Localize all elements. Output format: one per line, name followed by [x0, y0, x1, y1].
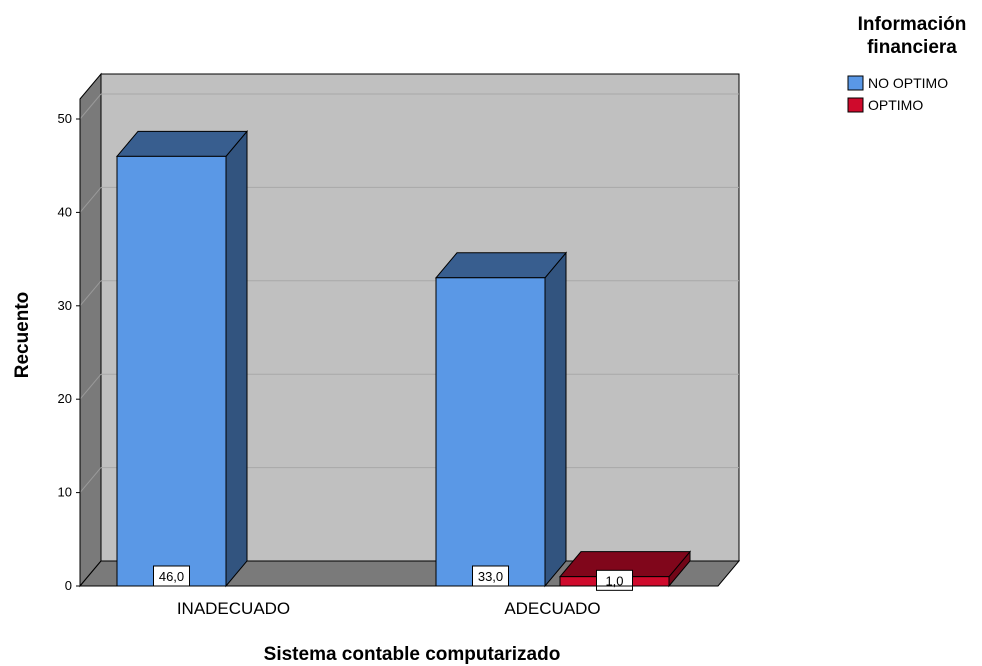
y-tick-label: 20 [58, 391, 72, 406]
y-tick-label: 30 [58, 298, 72, 313]
x-tick-label: ADECUADO [504, 599, 600, 618]
y-tick-label: 40 [58, 204, 72, 219]
legend-title-line: Información [858, 14, 967, 35]
data-label-box [596, 569, 633, 591]
grid-line-side [79, 187, 102, 213]
legend-item: NO OPTIMO [847, 75, 948, 91]
bar-side [544, 251, 567, 588]
data-label: 46,0 [153, 565, 190, 587]
y-axis-title: Recuento [12, 292, 33, 379]
grid-line-side [79, 467, 102, 493]
legend-item: OPTIMO [847, 97, 923, 113]
legend-swatch [847, 75, 864, 91]
y-axis: 0 10 20 30 40 50 [58, 99, 81, 593]
legend-label: OPTIMO [868, 97, 923, 113]
bar-top [115, 130, 249, 157]
bars: 46,0 33,0 1,0 [115, 129, 692, 591]
data-label: 1,0 [596, 569, 633, 591]
legend-label: NO OPTIMO [868, 75, 948, 91]
data-label-text: 46,0 [159, 569, 184, 584]
bar-top [434, 252, 568, 279]
bar: 33,0 [434, 251, 568, 588]
grid-line-side [79, 373, 102, 400]
y-tick-label: 50 [58, 111, 72, 126]
bar-front [435, 277, 546, 587]
legend-title: Información financiera [858, 14, 967, 58]
legend-swatch [847, 97, 864, 113]
data-label-text: 1,0 [605, 573, 623, 588]
legend: Información financiera NO OPTIMO OPTIMO [847, 14, 967, 113]
y-tick-label: 0 [65, 578, 72, 593]
bar-side [225, 129, 248, 588]
side-wall [79, 72, 102, 588]
x-axis: INADECUADO ADECUADO [80, 585, 718, 618]
data-label: 33,0 [472, 565, 509, 587]
bar: 46,0 [115, 129, 249, 588]
bar-front [116, 155, 227, 587]
y-tick-label: 10 [58, 485, 72, 500]
x-axis-title: Sistema contable computarizado [264, 644, 561, 665]
legend-title-line: financiera [867, 37, 957, 58]
grid-line-side [79, 280, 102, 307]
grid-line-side [79, 93, 102, 120]
x-tick-label: INADECUADO [177, 599, 290, 618]
bar: 1,0 [558, 550, 692, 591]
data-label-text: 33,0 [478, 569, 503, 584]
